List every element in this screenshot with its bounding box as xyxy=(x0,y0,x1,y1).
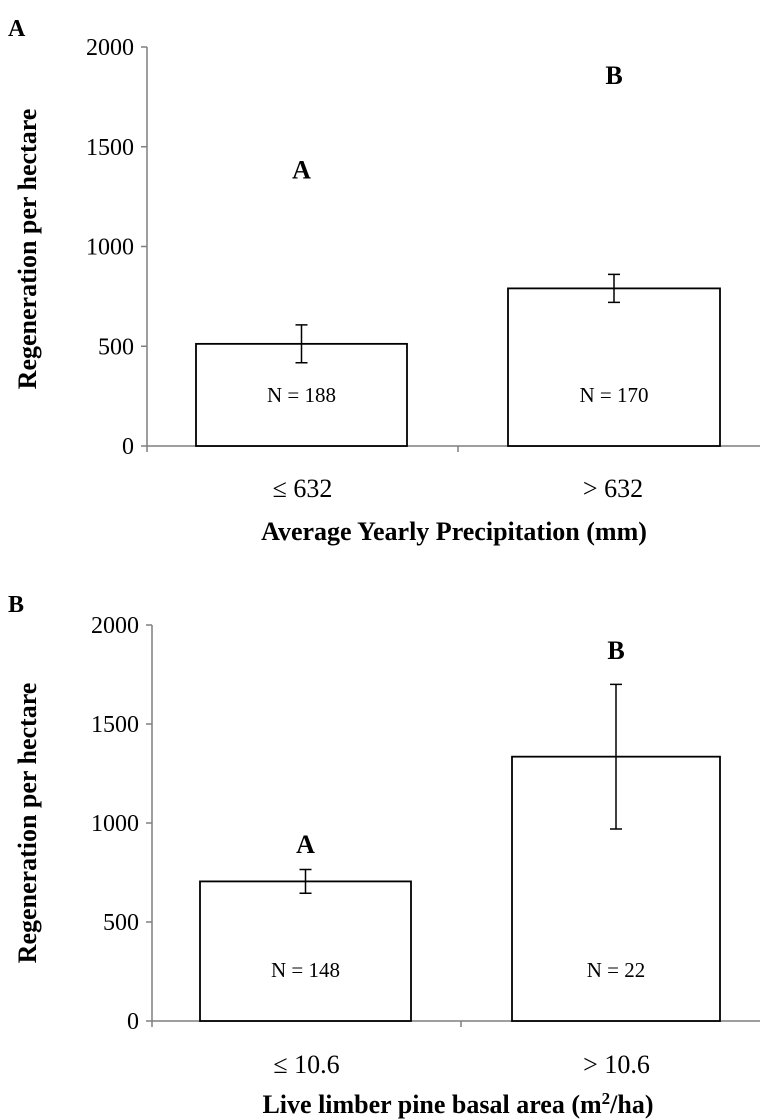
error-bar xyxy=(295,324,308,364)
bar xyxy=(199,880,412,1022)
y-tick-label: 0 xyxy=(122,434,134,460)
y-tick-label: 1000 xyxy=(91,811,139,837)
x-axis-title: Live limber pine basal area (m2/ha) xyxy=(262,1089,653,1120)
y-tick-label: 1000 xyxy=(86,235,134,261)
significance-letter: A xyxy=(292,156,311,185)
x-axis-title-unit: /ha) xyxy=(609,1090,653,1119)
x-axis-title-main: Live limber pine basal area (m xyxy=(262,1090,602,1119)
x-ticks xyxy=(151,1021,462,1027)
error-bar xyxy=(610,683,622,830)
n-label: N = 170 xyxy=(579,383,648,407)
category-label: > 10.6 xyxy=(583,1050,650,1079)
significance-letter: B xyxy=(607,636,624,665)
bar xyxy=(507,287,721,447)
panel-label: B xyxy=(8,592,24,618)
n-labels: N = 148 N = 22 xyxy=(271,958,645,982)
error-bars xyxy=(295,273,620,364)
y-ticks: 0 500 1000 1500 2000 xyxy=(91,613,152,1035)
category-label: ≤ 632 xyxy=(273,474,333,503)
panel-b: B Regeneration per hectare 0 500 1000 15… xyxy=(8,592,760,1120)
x-ticks xyxy=(146,446,459,452)
error-bar xyxy=(608,273,620,304)
y-tick-label: 2000 xyxy=(91,613,139,639)
error-bars xyxy=(299,683,622,895)
n-label: N = 22 xyxy=(587,958,646,982)
category-labels: ≤ 632 > 632 xyxy=(273,474,643,503)
y-tick-label: 1500 xyxy=(91,712,139,738)
y-axis-title: Regeneration per hectare xyxy=(13,683,42,964)
x-axis-title: Average Yearly Precipitation (mm) xyxy=(261,517,647,546)
significance-letters: A B xyxy=(296,636,625,859)
x-axis-title-superscript: 2 xyxy=(602,1089,611,1108)
y-tick-label: 2000 xyxy=(86,35,134,61)
category-label: ≤ 10.6 xyxy=(273,1050,339,1079)
bars xyxy=(195,287,721,447)
significance-letters: A B xyxy=(292,61,623,185)
n-labels: N = 188 N = 170 xyxy=(267,383,649,407)
significance-letter: A xyxy=(296,830,315,859)
category-labels: ≤ 10.6 > 10.6 xyxy=(273,1050,649,1079)
y-tick-label: 1500 xyxy=(86,135,134,161)
y-axis-title: Regeneration per hectare xyxy=(13,109,42,390)
error-bar xyxy=(299,868,312,895)
y-tick-label: 500 xyxy=(103,910,139,936)
n-label: N = 148 xyxy=(271,958,340,982)
y-tick-label: 500 xyxy=(98,334,134,360)
y-tick-label: 0 xyxy=(127,1009,139,1035)
category-label: > 632 xyxy=(583,474,643,503)
panel-a: A Regeneration per hectare 0 500 1000 15… xyxy=(8,16,760,546)
n-label: N = 188 xyxy=(267,383,336,407)
panel-label: A xyxy=(8,16,26,42)
significance-letter: B xyxy=(605,61,622,90)
y-ticks: 0 500 1000 1500 2000 xyxy=(86,35,147,460)
bars xyxy=(199,755,721,1022)
